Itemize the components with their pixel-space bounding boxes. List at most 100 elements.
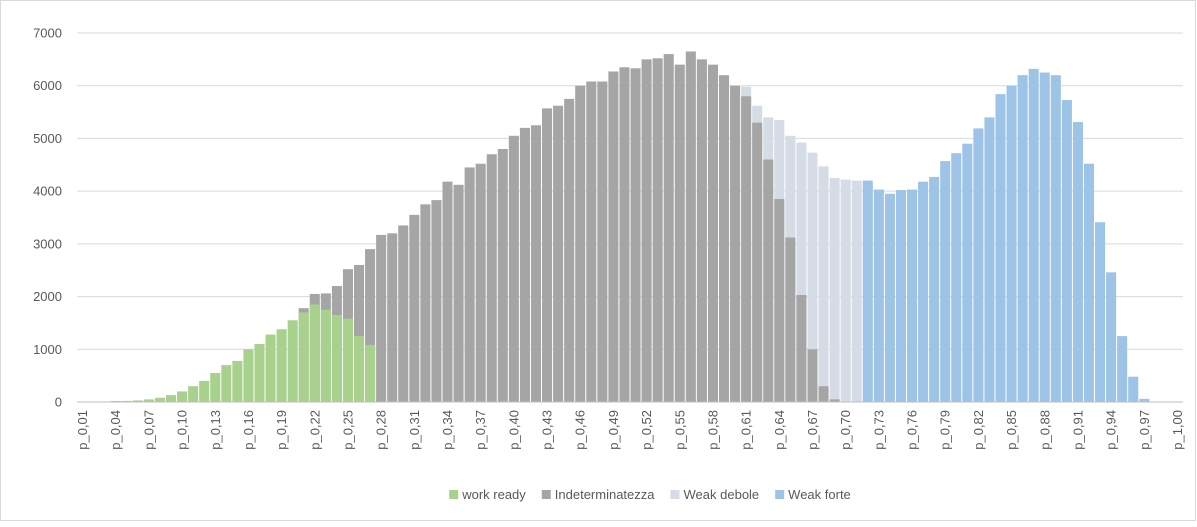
x-tick-label: p_0,34 — [440, 410, 455, 450]
bar — [697, 59, 707, 402]
bar — [288, 320, 298, 402]
bar — [155, 398, 165, 402]
bar — [1018, 75, 1028, 402]
legend-swatch — [671, 490, 680, 499]
y-tick-label: 7000 — [33, 26, 62, 41]
bar — [907, 190, 917, 402]
bar — [874, 190, 884, 402]
bar — [940, 161, 950, 402]
bar — [995, 94, 1005, 402]
bar — [653, 58, 663, 402]
bar — [973, 128, 983, 402]
bar — [719, 75, 729, 402]
bar — [763, 160, 773, 402]
bar — [343, 319, 353, 402]
bar — [277, 329, 287, 402]
bar — [819, 386, 829, 402]
y-tick-label: 5000 — [33, 131, 62, 146]
bar — [807, 349, 817, 402]
bar — [564, 99, 574, 402]
bar — [442, 182, 452, 402]
bar — [885, 194, 895, 402]
bar — [553, 106, 563, 402]
y-tick-label: 1000 — [33, 342, 62, 357]
x-tick-label: p_0,88 — [1037, 410, 1052, 450]
bar — [1095, 222, 1105, 402]
bar — [619, 67, 629, 402]
bar — [177, 391, 187, 402]
bar — [984, 117, 994, 402]
x-tick-label: p_0,46 — [573, 410, 588, 450]
x-tick-label: p_0,40 — [506, 410, 521, 450]
x-tick-label: p_0,10 — [175, 410, 190, 450]
legend-label: work ready — [461, 487, 526, 502]
bar — [476, 164, 486, 402]
bar — [962, 144, 972, 402]
x-tick-label: p_0,97 — [1137, 410, 1152, 450]
bar — [841, 180, 851, 402]
bar — [918, 182, 928, 402]
bar — [951, 153, 961, 402]
x-tick-label: p_0,58 — [705, 410, 720, 450]
bar — [708, 65, 718, 402]
bar — [332, 315, 342, 402]
x-tick-label: p_0,64 — [772, 410, 787, 450]
bar — [398, 225, 408, 402]
bar — [210, 373, 220, 402]
bar — [354, 336, 364, 402]
x-tick-label: p_0,94 — [1104, 410, 1119, 450]
x-tick-label: p_0,67 — [805, 410, 820, 450]
y-tick-label: 2000 — [33, 289, 62, 304]
bar — [199, 381, 209, 402]
bar — [465, 167, 475, 402]
bar — [321, 310, 331, 402]
bar — [266, 335, 276, 402]
bar — [509, 136, 519, 402]
x-tick-label: p_0,73 — [871, 410, 886, 450]
bar — [631, 68, 641, 402]
bar — [498, 149, 508, 402]
bar — [166, 395, 176, 402]
x-tick-label: p_0,22 — [307, 410, 322, 450]
bar — [586, 81, 596, 402]
bar — [774, 199, 784, 402]
bar — [243, 349, 253, 402]
x-tick-label: p_0,79 — [938, 410, 953, 450]
bar — [730, 86, 740, 402]
bar — [188, 386, 198, 402]
bar — [232, 361, 242, 402]
bar — [1073, 122, 1083, 402]
bar — [365, 345, 375, 402]
bar — [376, 235, 386, 402]
x-tick-label: p_0,55 — [672, 410, 687, 450]
legend-label: Weak forte — [788, 487, 851, 502]
bar — [796, 295, 806, 402]
bar — [310, 304, 320, 402]
bar — [642, 59, 652, 402]
bar — [785, 238, 795, 402]
y-tick-label: 3000 — [33, 236, 62, 251]
x-tick-label: p_0,13 — [208, 410, 223, 450]
x-tick-label: p_0,04 — [108, 410, 123, 450]
x-tick-label: p_0,16 — [241, 410, 256, 450]
bar — [431, 200, 441, 402]
x-tick-label: p_0,43 — [540, 410, 555, 450]
bar — [1040, 73, 1050, 402]
bar — [1062, 100, 1072, 402]
x-tick-label: p_0,07 — [141, 410, 156, 450]
bar — [597, 81, 607, 402]
x-tick-label: p_0,82 — [971, 410, 986, 450]
x-tick-label: p_0,61 — [739, 410, 754, 450]
bar — [1051, 75, 1061, 402]
bar — [575, 86, 585, 402]
bar — [299, 312, 309, 402]
x-tick-label: p_0,70 — [838, 410, 853, 450]
bar — [221, 365, 231, 402]
bar — [752, 123, 762, 402]
bar — [741, 96, 751, 402]
bar — [387, 233, 397, 402]
bar — [487, 154, 497, 402]
bar — [542, 108, 552, 402]
